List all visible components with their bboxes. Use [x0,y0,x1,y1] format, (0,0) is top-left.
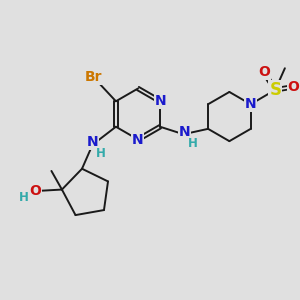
Text: N: N [245,97,256,111]
Text: O: O [287,80,299,94]
Text: N: N [132,133,144,146]
Text: H: H [188,137,198,150]
Text: O: O [30,184,41,198]
Text: S: S [269,81,281,99]
Text: H: H [96,147,106,160]
Text: N: N [179,125,190,139]
Text: H: H [19,191,28,204]
Text: N: N [87,135,98,149]
Text: Br: Br [85,70,102,84]
Text: N: N [154,94,166,108]
Text: O: O [258,65,270,80]
